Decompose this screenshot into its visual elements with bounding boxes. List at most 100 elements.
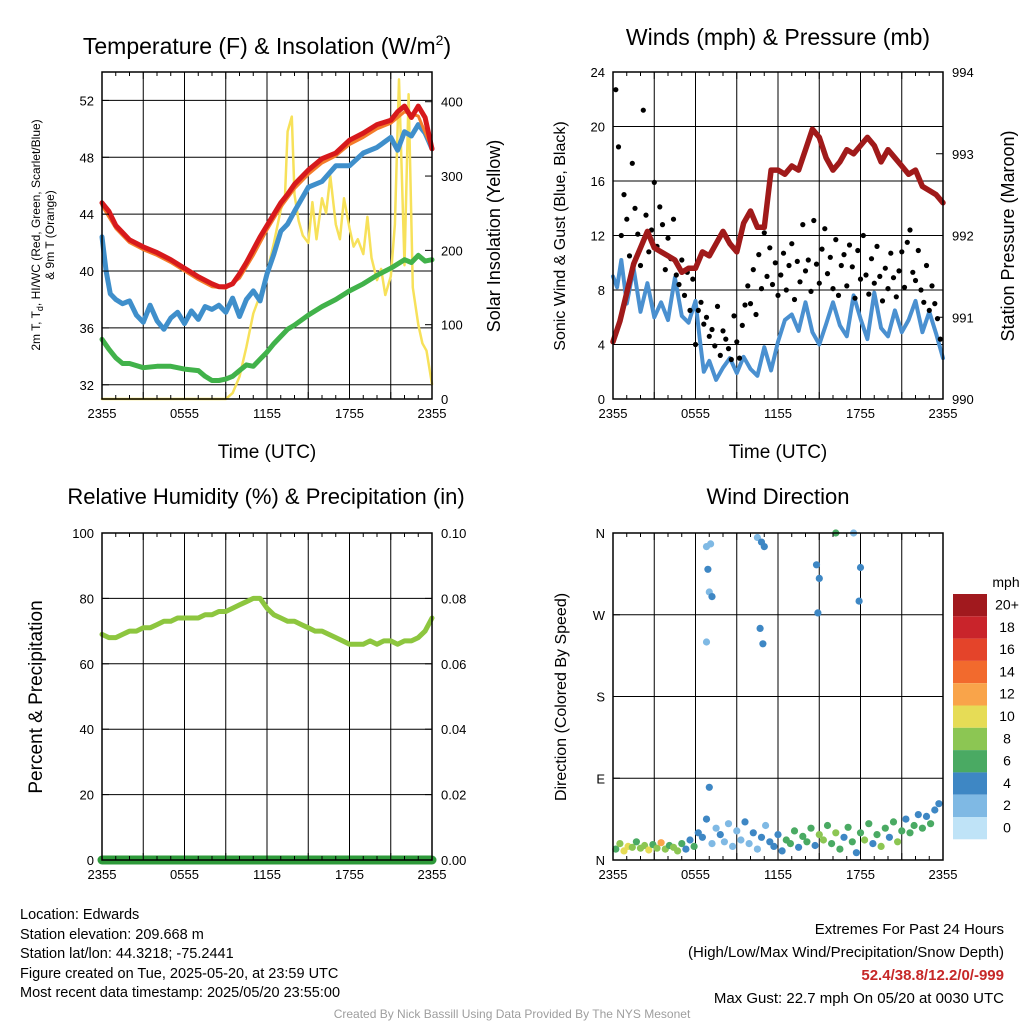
- direction-point: [927, 820, 935, 828]
- y-tick-label-right: 200: [441, 243, 463, 258]
- gust-point: [659, 222, 666, 228]
- gust-point: [643, 212, 649, 218]
- x-tick-label: 0555: [681, 406, 710, 421]
- y-tick-label-left: 32: [80, 378, 94, 393]
- gust-point: [899, 249, 905, 255]
- gust-point: [863, 272, 869, 278]
- direction-point: [861, 836, 869, 844]
- direction-point: [807, 824, 815, 832]
- temperature-panel: Temperature (F) & Insolation (W/m2) 2355…: [29, 32, 504, 463]
- colorbar-cell: [953, 594, 987, 617]
- gust-point: [783, 287, 789, 293]
- gust-point: [833, 237, 839, 243]
- gust-point: [775, 292, 781, 298]
- gust-point: [728, 356, 734, 363]
- gust-point: [764, 273, 770, 279]
- gust-point: [756, 252, 762, 258]
- humidity-ylabel-left: Percent & Precipitation: [26, 600, 47, 793]
- direction-point: [823, 821, 832, 830]
- temperature-ylabel-left-line1: 2m T, Td, HI/WC (Red, Green, Scarlet/Blu…: [29, 119, 45, 350]
- colorbar-cell: [953, 817, 987, 840]
- direction-point: [922, 812, 931, 821]
- direction-point: [729, 842, 737, 851]
- gust-point: [703, 314, 710, 320]
- gust-point: [761, 230, 767, 236]
- gust-point: [791, 296, 798, 303]
- x-tick-label: 1155: [764, 406, 792, 421]
- colorbar-title: mph: [992, 574, 1019, 590]
- station-elevation: Station elevation: 209.668 m: [20, 926, 204, 943]
- extremes-values: 52.4/38.8/12.2/0/-999: [861, 967, 1004, 984]
- direction-panel: Wind Direction 2355 0555 1155 1755 2355NESWN…: [553, 484, 1020, 882]
- y-tick-label-left: 60: [80, 657, 94, 672]
- y-tick-label-left: 8: [598, 283, 605, 298]
- y-tick-label-left: S: [596, 690, 605, 705]
- direction-point: [686, 836, 694, 844]
- gust-point: [725, 346, 732, 352]
- x-tick-label: 1155: [253, 406, 281, 421]
- direction-point: [682, 845, 690, 853]
- direction-point: [812, 561, 821, 569]
- gust-point: [868, 256, 875, 262]
- gust-point: [701, 321, 707, 327]
- colorbar-label: 2: [1003, 797, 1011, 813]
- direction-point: [690, 842, 698, 851]
- gust-point: [687, 307, 693, 313]
- gust-point: [706, 333, 712, 339]
- direction-point: [902, 815, 910, 823]
- gust-point: [813, 261, 820, 267]
- gust-point: [835, 292, 842, 298]
- direction-point: [702, 815, 711, 823]
- x-tick-label: 1755: [846, 406, 875, 421]
- direction-point: [759, 640, 767, 648]
- direction-point: [855, 597, 863, 605]
- y-tick-label-left: 40: [80, 722, 94, 737]
- gust-point: [789, 241, 795, 247]
- gust-point: [747, 301, 754, 307]
- gust-point: [918, 287, 924, 293]
- direction-point: [616, 840, 624, 848]
- direction-point: [906, 829, 914, 837]
- direction-point: [778, 847, 786, 855]
- gust-point: [838, 262, 844, 269]
- x-tick-label: 2355: [929, 867, 958, 882]
- gust-point: [750, 267, 756, 273]
- direction-point: [766, 838, 774, 846]
- gust-point: [753, 311, 759, 318]
- gust-point: [624, 216, 630, 222]
- direction-point: [918, 824, 927, 832]
- y-tick-label-left: 12: [591, 229, 605, 244]
- direction-point: [840, 833, 848, 841]
- gust-point: [742, 302, 748, 308]
- y-tick-label-right: 0.00: [441, 853, 466, 868]
- gust-point: [805, 257, 811, 263]
- direction-point: [786, 840, 795, 848]
- direction-point: [612, 845, 620, 853]
- gust-point: [618, 232, 624, 239]
- gust-point: [786, 262, 792, 269]
- direction-point: [720, 838, 729, 846]
- direction-point: [702, 638, 711, 646]
- gust-point: [819, 246, 825, 252]
- direction-point: [803, 838, 811, 846]
- gust-point: [860, 232, 866, 239]
- direction-point: [753, 845, 762, 853]
- figure-created: Figure created on Tue, 2025-05-20, at 23…: [20, 965, 339, 982]
- gust-point: [844, 283, 850, 289]
- gust-point: [626, 253, 633, 259]
- temperature-series-line: [99, 252, 435, 383]
- gust-point: [657, 204, 663, 210]
- gust-point: [877, 273, 883, 279]
- station-info: Location: Edwards Station elevation: 209…: [20, 906, 340, 1004]
- direction-grid: [613, 533, 943, 860]
- direction-point: [836, 845, 844, 853]
- gust-point: [698, 299, 704, 305]
- gust-point: [802, 268, 809, 274]
- direction-point: [877, 842, 885, 851]
- gust-point: [723, 336, 729, 342]
- gust-point: [907, 227, 913, 233]
- direction-point: [741, 818, 749, 826]
- gust-point: [857, 276, 864, 282]
- direction-point: [889, 818, 898, 826]
- colorbar-label: 8: [1003, 730, 1011, 746]
